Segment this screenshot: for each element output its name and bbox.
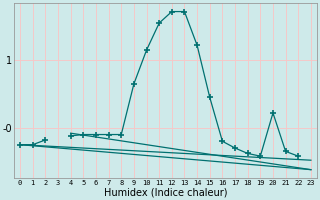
X-axis label: Humidex (Indice chaleur): Humidex (Indice chaleur) (104, 187, 227, 197)
